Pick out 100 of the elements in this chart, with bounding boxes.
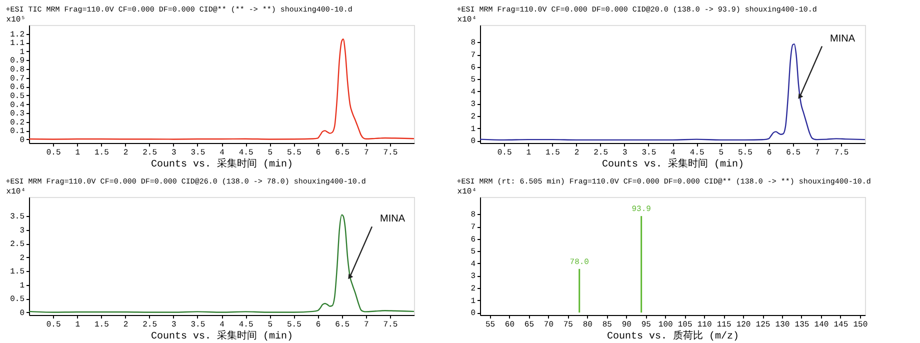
y-tick-label: 3: [470, 100, 476, 110]
x-tick-label: 65: [524, 320, 534, 330]
x-tick-label: 1: [526, 148, 532, 158]
annotation: 93.9: [632, 205, 652, 214]
x-tick-label: 6.5: [786, 148, 801, 158]
x-tick-label: 3.5: [190, 320, 206, 330]
y-tick-label: 5: [470, 76, 476, 85]
y-tick-label: 0.1: [10, 127, 25, 136]
x-tick-label: 5: [268, 148, 273, 158]
y-tick-label: 8: [470, 38, 476, 48]
x-tick-label: 90: [622, 320, 632, 330]
y-tick-label: 0.6: [10, 83, 25, 92]
y-tick-label: 0.9: [10, 56, 25, 66]
y-tick-label: 1: [20, 281, 25, 290]
x-tick-label: 5.5: [286, 148, 302, 158]
x-tick-label: 115: [716, 320, 732, 330]
x-axis-title: Counts vs. 采集时间 (min): [150, 158, 294, 170]
y-axis-title: x10⁴: [457, 16, 476, 24]
y-tick-label: 8: [470, 210, 476, 220]
annotation: MINA: [380, 214, 406, 225]
x-tick-label: 70: [544, 320, 554, 330]
y-tick-label: 3.5: [10, 212, 25, 222]
y-tick-label: 0.7: [10, 74, 25, 84]
y-tick-label: 0.4: [10, 100, 25, 110]
y-tick-label: 1.2: [10, 30, 25, 40]
x-axis-title: Counts vs. 采集时间 (min): [602, 158, 744, 170]
y-tick-label: 2: [470, 112, 476, 122]
x-tick-label: 4.5: [238, 148, 254, 158]
y-tick-label: 4: [470, 260, 476, 269]
x-tick-label: 7.5: [834, 148, 849, 158]
line-series: [28, 38, 415, 140]
x-tick-label: 3: [622, 148, 628, 158]
x-axis-title: Counts vs. 质荷比 (m/z): [606, 330, 740, 342]
x-tick-label: 7: [364, 320, 369, 330]
x-tick-label: 7.5: [383, 148, 398, 158]
x-tick-label: 2.5: [142, 148, 158, 158]
y-tick-label: 0.2: [10, 118, 25, 128]
y-tick-label: 7: [470, 223, 476, 232]
x-tick-label: 0.5: [46, 148, 61, 158]
y-tick-label: 3: [470, 272, 476, 282]
annotation: 78.0: [570, 258, 590, 267]
y-tick-label: 2.5: [10, 240, 25, 250]
x-tick-label: 3.5: [642, 148, 656, 158]
y-tick-label: 0.8: [10, 66, 25, 75]
x-tick-label: 85: [602, 320, 612, 330]
x-tick-label: 3.5: [190, 148, 206, 158]
y-tick-label: 5: [470, 248, 476, 257]
x-tick-label: 2: [123, 320, 128, 330]
y-tick-label: 2: [470, 284, 476, 294]
x-tick-label: 100: [658, 320, 673, 330]
x-tick-label: 4: [220, 320, 225, 330]
y-tick-label: 0.3: [10, 110, 25, 119]
line-series: [28, 214, 415, 313]
x-tick-label: 6: [766, 148, 772, 158]
y-tick-label: 1.1: [10, 39, 25, 48]
y-tick-label: 1.5: [10, 268, 25, 277]
y-tick-label: 6: [470, 63, 476, 72]
x-tick-label: 130: [775, 320, 790, 330]
y-tick-label: 2: [20, 254, 25, 263]
x-tick-label: 1: [75, 320, 80, 330]
x-tick-label: 4: [670, 148, 676, 158]
x-tick-label: 7: [364, 148, 369, 158]
y-tick-label: 4: [470, 88, 476, 97]
x-tick-label: 60: [504, 320, 515, 330]
y-tick-label: 0: [470, 137, 476, 146]
y-axis-title: x10⁴: [457, 188, 476, 196]
x-tick-label: 4.5: [690, 148, 704, 158]
y-tick-label: 1: [470, 124, 476, 134]
x-tick-label: 0.5: [497, 148, 512, 158]
x-axis-title: Counts vs. 采集时间 (min): [150, 330, 294, 342]
x-tick-label: 3: [171, 320, 176, 330]
x-tick-label: 55: [485, 320, 496, 330]
x-tick-label: 80: [582, 320, 593, 330]
x-tick-label: 1.5: [545, 148, 560, 158]
y-tick-label: 0: [470, 309, 476, 318]
x-tick-label: 5.5: [286, 320, 302, 330]
x-tick-label: 0.5: [46, 320, 61, 330]
x-tick-label: 140: [814, 320, 829, 330]
y-tick-label: 3: [20, 226, 25, 236]
x-tick-label: 6: [316, 320, 321, 330]
x-tick-label: 120: [736, 320, 751, 330]
x-tick-label: 1.5: [94, 320, 110, 330]
y-tick-label: 0.5: [10, 92, 25, 101]
x-tick-label: 4: [220, 148, 225, 158]
x-tick-label: 110: [697, 320, 712, 330]
annotation: MINA: [830, 33, 856, 44]
x-tick-label: 1: [75, 148, 80, 158]
y-tick-label: 7: [470, 51, 476, 60]
x-tick-label: 5: [268, 320, 273, 330]
x-tick-label: 5.5: [738, 148, 753, 158]
x-tick-label: 1.5: [94, 148, 110, 158]
x-tick-label: 4.5: [238, 320, 254, 330]
x-tick-label: 3: [171, 148, 176, 158]
y-tick-label: 1: [20, 48, 25, 57]
x-tick-label: 135: [794, 320, 810, 330]
x-tick-label: 125: [756, 320, 770, 330]
y-tick-label: 0: [20, 136, 25, 145]
x-tick-label: 6.5: [335, 320, 350, 330]
x-tick-label: 2.5: [142, 320, 158, 330]
x-tick-label: 6.5: [335, 148, 350, 158]
